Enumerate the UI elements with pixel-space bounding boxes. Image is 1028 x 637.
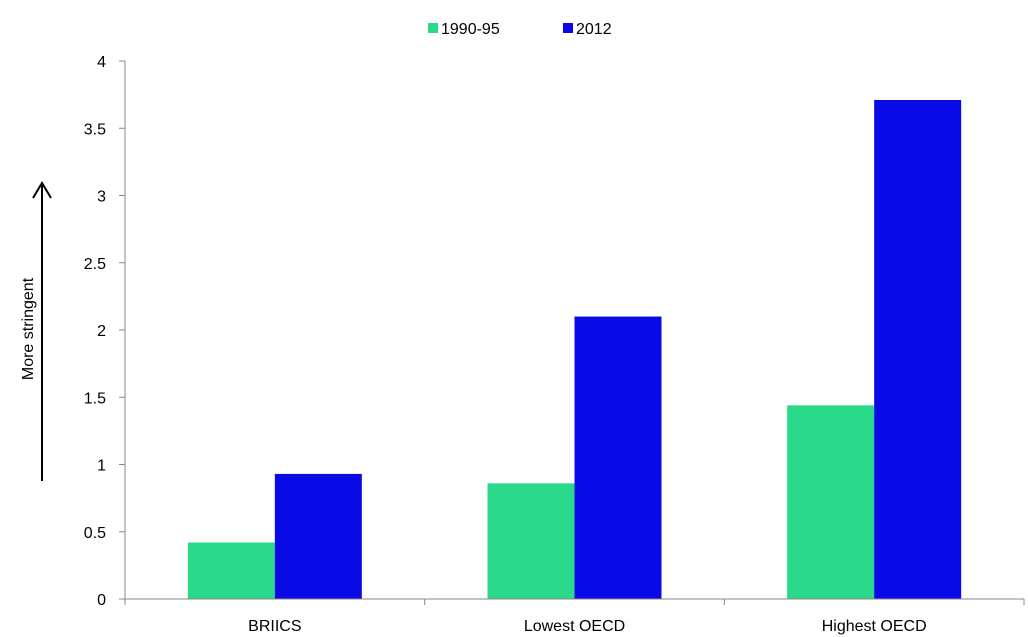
- arrow-up-icon: [32, 181, 52, 199]
- bar-1-3: [787, 405, 875, 599]
- legend-label-series-1: 1990-95: [441, 21, 500, 38]
- bar-2-2: [574, 316, 662, 599]
- x-tick-label: BRIICS: [248, 618, 301, 635]
- legend-swatch-series-2: [563, 23, 573, 33]
- y-axis-label: More stringent: [20, 277, 37, 380]
- y-tick-label: 2: [97, 323, 106, 340]
- legend-label-series-2: 2012: [576, 21, 612, 38]
- y-tick-label: 1: [97, 458, 106, 475]
- bar-1-1: [187, 542, 275, 599]
- y-tick-label: 3.5: [84, 121, 106, 138]
- y-tick-label: 4: [97, 54, 106, 71]
- y-tick-label: 0: [97, 592, 106, 609]
- y-axis-title: More stringent: [20, 181, 52, 481]
- y-tick-label: 2.5: [84, 256, 106, 273]
- legend: 1990-95 2012: [428, 21, 612, 38]
- x-tick-label: Lowest OECD: [524, 618, 625, 635]
- y-tick-label: 1.5: [84, 390, 106, 407]
- legend-swatch-series-1: [428, 23, 438, 33]
- bar-1-2: [487, 483, 575, 599]
- x-tick-label: Highest OECD: [822, 618, 927, 635]
- bar-2-3: [874, 100, 962, 599]
- bars: [187, 100, 962, 599]
- y-tick-label: 0.5: [84, 525, 106, 542]
- x-axis: BRIICS Lowest OECD Highest OECD: [124, 598, 1025, 635]
- bar-2-1: [274, 473, 362, 599]
- y-axis-ticks: 0 0.5 1 1.5 2 2.5 3 3.5 4: [84, 54, 126, 609]
- y-tick-label: 3: [97, 189, 106, 206]
